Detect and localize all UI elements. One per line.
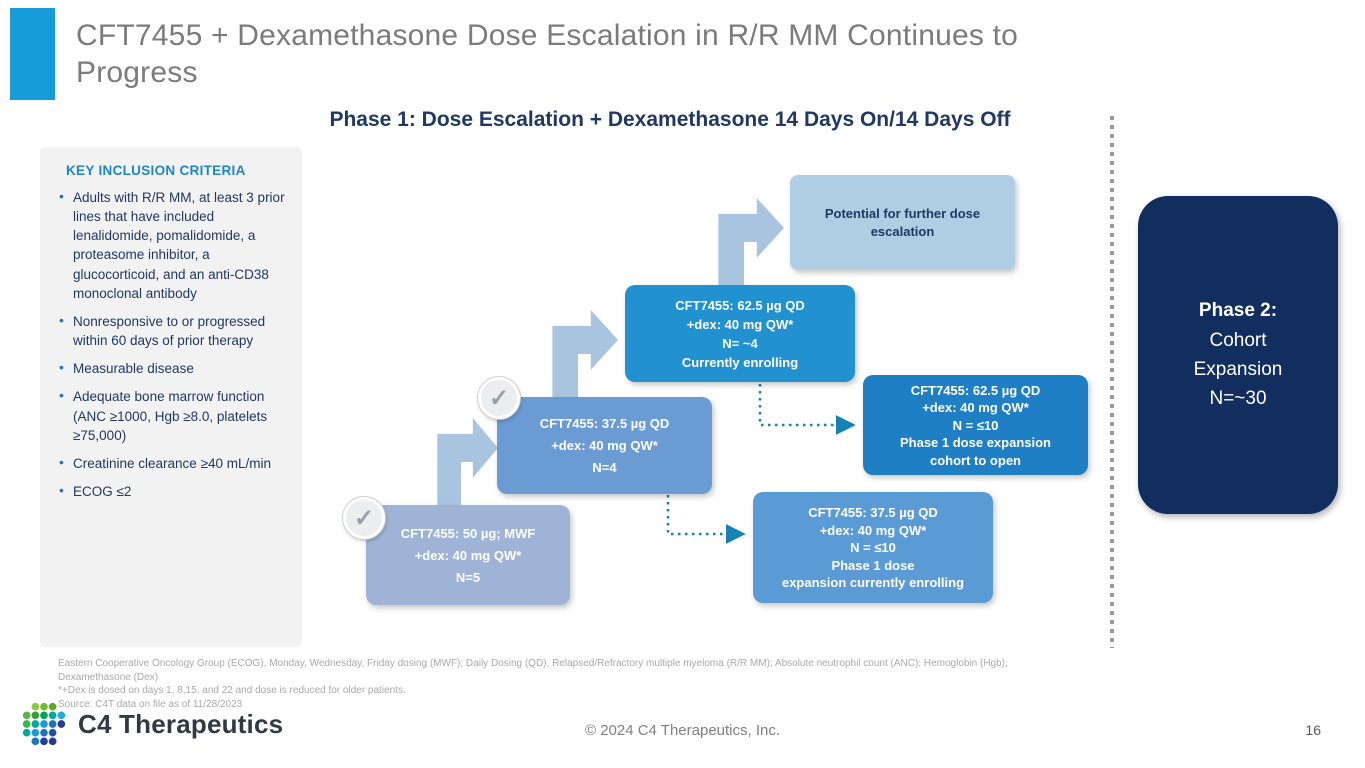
dose-box-line: Phase 1 dose <box>831 557 915 573</box>
checkmark-icon: ✓ <box>478 377 520 419</box>
c4-therapeutics-logo: C4 Therapeutics <box>18 700 283 748</box>
phase2-cohort-box: Phase 2: Cohort Expansion N=~30 <box>1138 196 1338 514</box>
phase2-line: Phase 2: <box>1198 300 1278 322</box>
page-number: 16 <box>1305 722 1321 738</box>
dose-box-37-5ug-qd: CFT7455: 37.5 µg QD +dex: 40 mg QW* N=4 <box>497 397 712 494</box>
dose-box-line: Phase 1 dose expansion <box>899 435 1051 450</box>
phase2-line: N=~30 <box>1209 388 1267 410</box>
footnote-source: Source: C4T data on file as of 11/28/202… <box>58 698 243 710</box>
logo-wordmark: C4 Therapeutics <box>78 708 284 739</box>
checkmark-icon: ✓ <box>343 497 385 539</box>
inclusion-item-text: Adults with R/R MM, at least 3 prior lin… <box>73 190 285 301</box>
footnotes: Eastern Cooperative Oncology Group (ECOG… <box>58 657 1063 711</box>
logo-dots-icon <box>22 702 66 746</box>
copyright-text: © 2024 C4 Therapeutics, Inc. <box>584 722 781 739</box>
inclusion-item-text: Creatinine clearance ≥40 mL/min <box>73 455 272 471</box>
dose-box-line: CFT7455: 37.5 µg QD <box>808 505 938 520</box>
inclusion-criteria-heading: KEY INCLUSION CRITERIA <box>66 163 246 178</box>
accent-square <box>10 8 55 100</box>
potential-escalation-text: Potential for further dose escalation <box>824 205 981 239</box>
connector-step3-to-expansion1 <box>758 384 856 435</box>
checkmark-glyph: ✓ <box>488 384 510 412</box>
inclusion-item: Creatinine clearance ≥40 mL/min <box>58 453 288 473</box>
dose-box-line: +dex: 40 mg QW* <box>414 547 522 563</box>
dose-box-line: CFT7455: 62.5 µg QD <box>910 382 1041 398</box>
phase2-line: Cohort <box>1209 329 1267 351</box>
dose-box-50ug-mwf: CFT7455: 50 µg; MWF +dex: 40 mg QW* N=5 <box>366 505 570 605</box>
dose-box-line: cohort to open <box>930 452 1021 468</box>
dose-box-line: N = ≤10 <box>952 417 999 433</box>
inclusion-criteria-list: Adults with R/R MM, at least 3 prior lin… <box>58 187 288 501</box>
dotted-divider <box>1110 116 1114 648</box>
checkmark-glyph: ✓ <box>353 504 375 532</box>
phase2-line: Expansion <box>1193 359 1283 380</box>
dose-box-line: CFT7455: 37.5 µg QD <box>539 416 670 431</box>
dose-box-line: N= ~4 <box>722 335 758 351</box>
dose-box-line: Currently enrolling <box>681 354 799 370</box>
expansion-box-37-5ug: CFT7455: 37.5 µg QD +dex: 40 mg QW* N = … <box>753 492 993 603</box>
step-up-arrow-icon <box>437 418 498 506</box>
inclusion-item: Adequate bone marrow function (ANC ≥1000… <box>58 386 288 444</box>
potential-escalation-box: Potential for further dose escalation <box>790 175 1015 270</box>
footnote-dex-dosing: *+Dex is dosed on days 1, 8,15, and 22 a… <box>58 685 406 696</box>
dose-box-62-5ug-qd: CFT7455: 62.5 µg QD +dex: 40 mg QW* N= ~… <box>625 285 855 382</box>
inclusion-item-text: Measurable disease <box>73 361 194 377</box>
inclusion-item-text: Nonresponsive to or progressed within 60… <box>73 313 266 349</box>
step-up-arrow-icon <box>718 198 784 286</box>
dose-box-line: +dex: 40 mg QW* <box>686 316 794 332</box>
inclusion-item: Measurable disease <box>58 358 288 378</box>
dose-box-line: N=5 <box>455 569 481 585</box>
step-up-arrow-icon <box>552 310 618 398</box>
inclusion-item-text: ECOG ≤2 <box>73 484 132 500</box>
dose-box-line: expansion currently enrolling <box>781 575 965 590</box>
dose-box-line: N=4 <box>592 460 617 475</box>
footnote-abbreviations: Eastern Cooperative Oncology Group (ECOG… <box>58 658 1008 683</box>
dose-box-line: N = ≤10 <box>850 540 896 555</box>
expansion-box-62-5ug: CFT7455: 62.5 µg QD +dex: 40 mg QW* N = … <box>863 375 1088 475</box>
phase1-heading: Phase 1: Dose Escalation + Dexamethasone… <box>329 108 1011 131</box>
dose-box-line: CFT7455: 50 µg; MWF <box>400 525 536 541</box>
inclusion-item: ECOG ≤2 <box>58 481 288 501</box>
inclusion-item: Adults with R/R MM, at least 3 prior lin… <box>58 187 288 303</box>
dose-box-line: CFT7455: 62.5 µg QD <box>675 297 805 313</box>
slide-title: CFT7455 + Dexamethasone Dose Escalation … <box>76 19 1019 89</box>
dose-box-line: +dex: 40 mg QW* <box>922 400 1029 415</box>
inclusion-item-text: Adequate bone marrow function (ANC ≥1000… <box>73 389 268 443</box>
inclusion-item: Nonresponsive to or progressed within 60… <box>58 311 288 350</box>
connector-step2-to-expansion2 <box>666 495 746 544</box>
dose-box-line: +dex: 40 mg QW* <box>551 438 658 453</box>
inclusion-criteria-panel: KEY INCLUSION CRITERIA Adults with R/R M… <box>40 147 302 647</box>
dose-box-line: +dex: 40 mg QW* <box>819 522 927 538</box>
